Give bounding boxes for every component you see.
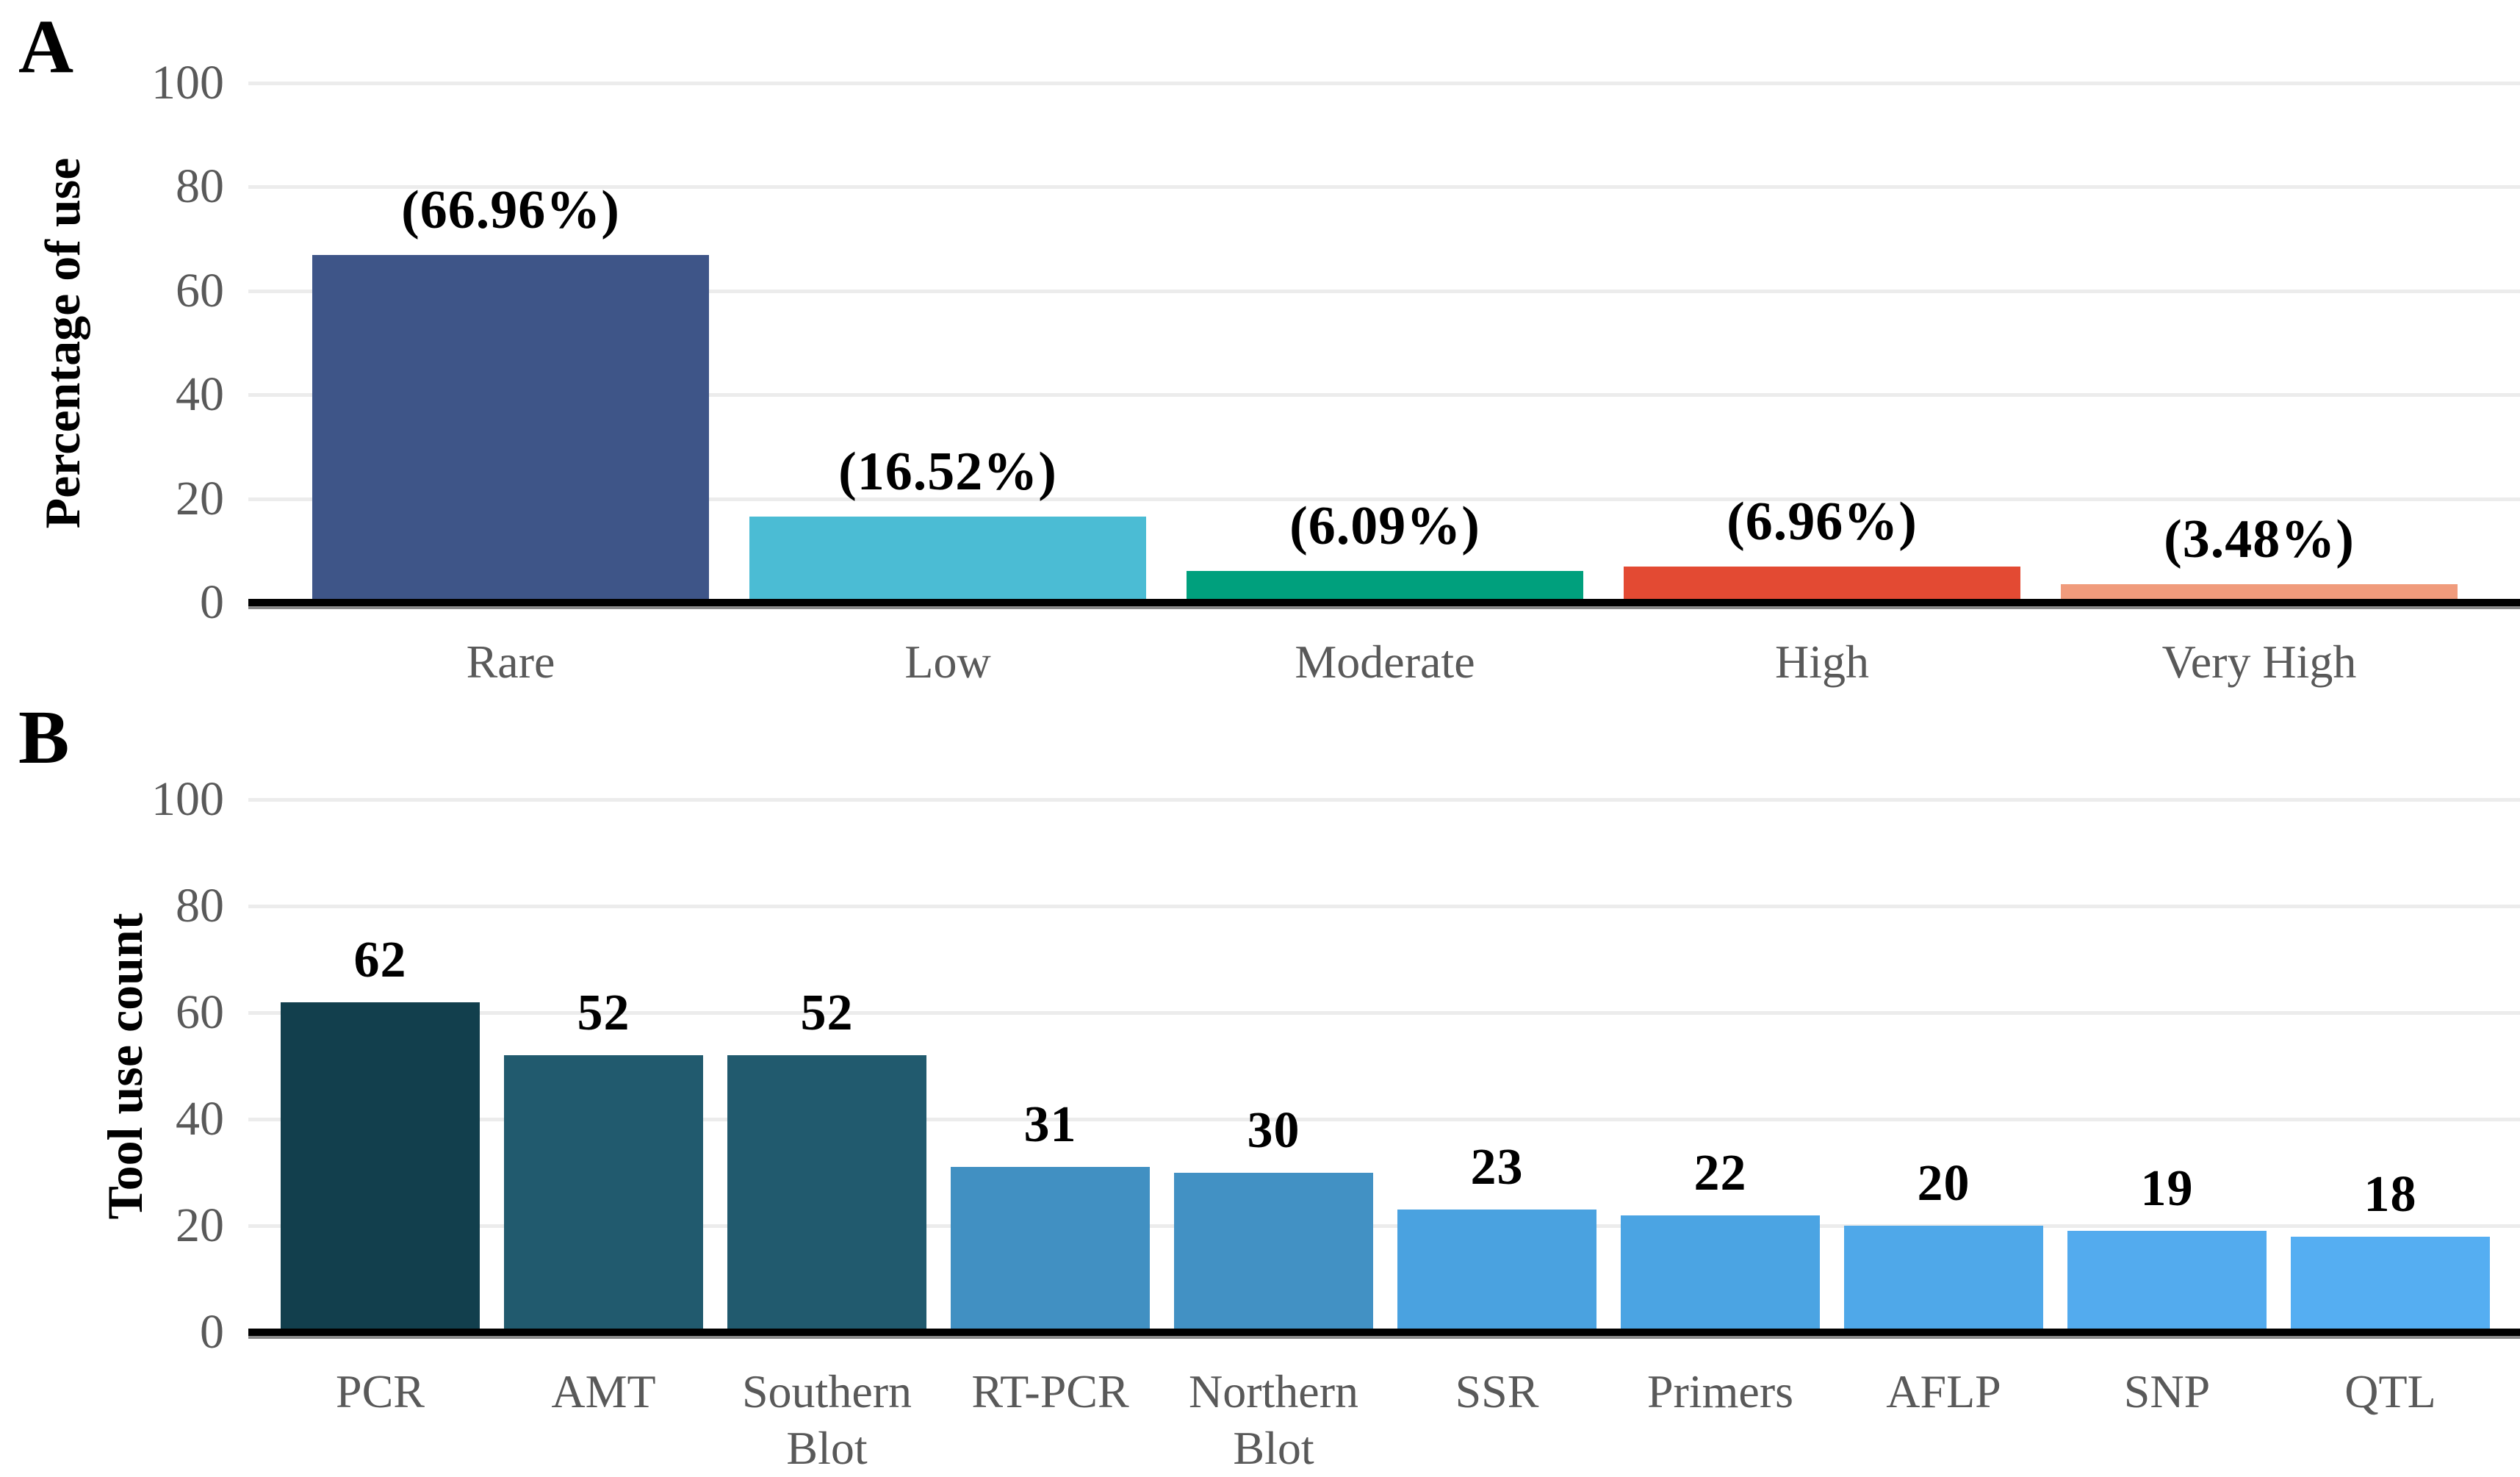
- gridline-100: [248, 798, 2520, 802]
- category-label-rare: Rare: [466, 636, 555, 688]
- x-axis-line: [248, 599, 2520, 609]
- category-label-southern-blot: Southern Blot: [741, 1365, 912, 1474]
- value-label-ssr: 23: [1470, 1139, 1524, 1196]
- category-label-ssr: SSR: [1455, 1365, 1539, 1417]
- y-tick-label-100: 100: [151, 772, 224, 826]
- panel-label-b: B: [18, 695, 70, 780]
- y-tick-label-20: 20: [176, 1199, 224, 1252]
- y-tick-label-80: 80: [176, 159, 224, 214]
- y-tick-label-80: 80: [176, 879, 224, 932]
- category-label-very-high: Very High: [2161, 636, 2357, 688]
- bar-ssr: [1397, 1210, 1596, 1332]
- value-label-rare: (66.96%): [401, 179, 620, 240]
- category-label-moderate: Moderate: [1295, 636, 1475, 688]
- category-label-aflp: AFLP: [1886, 1365, 2001, 1417]
- bar-snp: [2067, 1231, 2267, 1332]
- value-label-northern-blot: 30: [1247, 1102, 1300, 1159]
- category-label-northern-blot: Northern Blot: [1188, 1365, 1359, 1474]
- y-axis-title: Tool use count: [97, 913, 153, 1219]
- x-axis-black-line: [248, 599, 2520, 606]
- category-label-amt: AMT: [551, 1365, 656, 1417]
- bar-amt: [504, 1055, 703, 1332]
- bar-low: [749, 517, 1146, 603]
- category-label-snp: SNP: [2123, 1365, 2211, 1417]
- bar-aflp: [1844, 1226, 2043, 1332]
- value-label-snp: 19: [2140, 1160, 2194, 1218]
- y-axis-title: Percentage of use: [35, 157, 90, 528]
- gridline-40: [248, 393, 2520, 398]
- bar-southern-blot: [727, 1055, 926, 1332]
- y-tick-label-60: 60: [176, 985, 224, 1039]
- y-tick-label-60: 60: [176, 263, 224, 317]
- y-tick-label-40: 40: [176, 1092, 224, 1146]
- bar-moderate: [1187, 570, 1583, 603]
- category-label-high: High: [1775, 636, 1869, 688]
- bar-primers: [1621, 1215, 1820, 1332]
- value-label-aflp: 20: [1917, 1155, 1970, 1212]
- gridline-80: [248, 905, 2520, 908]
- gridline-60: [248, 1011, 2520, 1015]
- bar-qtl: [2291, 1236, 2490, 1332]
- bar-high: [1624, 566, 2020, 603]
- category-label-low: Low: [904, 636, 991, 688]
- x-axis-black-line: [248, 1329, 2520, 1336]
- category-label-rt-pcr: RT-PCR: [971, 1365, 1129, 1417]
- gridline-60: [248, 289, 2520, 293]
- x-axis-shadow-line: [248, 1336, 2520, 1339]
- category-label-pcr: PCR: [336, 1365, 425, 1417]
- panel-label-a: A: [18, 4, 74, 89]
- value-label-qtl: 18: [2364, 1165, 2417, 1223]
- x-axis-shadow-line: [248, 606, 2520, 609]
- y-tick-label-20: 20: [176, 471, 224, 525]
- value-label-pcr: 62: [353, 931, 407, 988]
- gridline-40: [248, 1118, 2520, 1121]
- value-label-moderate: (6.09%): [1289, 495, 1480, 556]
- y-tick-label-0: 0: [200, 1305, 224, 1359]
- y-tick-label-100: 100: [151, 56, 224, 109]
- gridline-80: [248, 185, 2520, 190]
- value-label-primers: 22: [1693, 1144, 1747, 1201]
- category-label-primers: Primers: [1646, 1365, 1794, 1417]
- gridline-20: [248, 497, 2520, 501]
- x-axis-line: [248, 1329, 2520, 1339]
- bar-northern-blot: [1174, 1172, 1373, 1332]
- gridline-100: [248, 82, 2520, 85]
- value-label-very-high: (3.48%): [2164, 509, 2355, 570]
- y-tick-label-40: 40: [176, 367, 224, 422]
- bar-rare: [312, 254, 709, 603]
- value-label-southern-blot: 52: [800, 985, 854, 1041]
- value-label-rt-pcr: 31: [1023, 1096, 1077, 1154]
- bar-pcr: [281, 1002, 480, 1332]
- value-label-amt: 52: [577, 985, 630, 1041]
- category-label-qtl: QTL: [2344, 1365, 2436, 1417]
- y-tick-label-0: 0: [200, 575, 224, 629]
- value-label-low: (16.52%): [838, 442, 1057, 503]
- value-label-high: (6.96%): [1727, 491, 1918, 552]
- gridline-20: [248, 1224, 2520, 1228]
- bar-rt-pcr: [951, 1167, 1150, 1332]
